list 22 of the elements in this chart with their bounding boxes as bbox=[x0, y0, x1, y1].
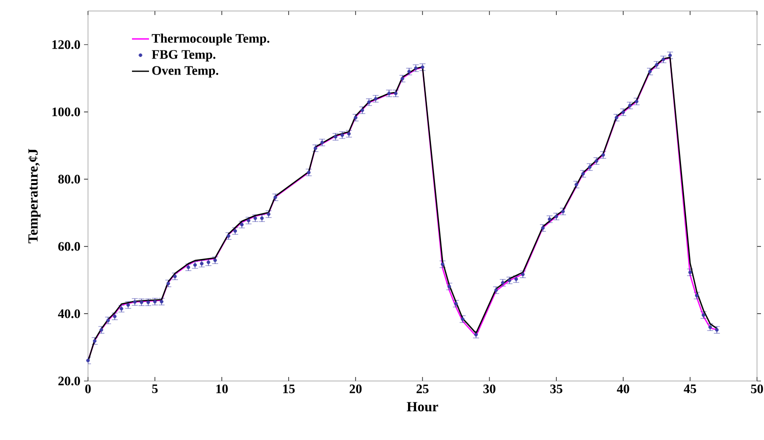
x-tick-label: 20 bbox=[350, 384, 362, 394]
x-tick-label: 25 bbox=[416, 384, 429, 394]
y-axis-title: Temperature,¢J bbox=[28, 148, 41, 244]
x-tick-label: 45 bbox=[684, 384, 696, 394]
y-tick-label: 40.0 bbox=[58, 309, 80, 318]
x-tick-label: 50 bbox=[751, 384, 763, 394]
x-tick-label: 35 bbox=[550, 384, 562, 394]
legend-label: Oven Temp. bbox=[152, 66, 218, 78]
x-tick-label: 0 bbox=[85, 384, 91, 394]
y-tick-label: 100.0 bbox=[52, 108, 80, 116]
x-axis-title: Hour bbox=[406, 402, 438, 412]
y-tick-label: 60.0 bbox=[58, 242, 80, 251]
x-tick-label: 5 bbox=[152, 384, 158, 394]
y-tick-label: 80.0 bbox=[58, 174, 80, 184]
x-tick-label: 40 bbox=[616, 384, 630, 394]
legend-label: FBG Temp. bbox=[152, 50, 216, 62]
y-tick-label: 120.0 bbox=[52, 40, 80, 50]
x-tick-label: 30 bbox=[483, 384, 496, 394]
x-tick-label: 10 bbox=[216, 384, 228, 394]
x-tick-label: 15 bbox=[283, 384, 295, 394]
y-tick-label: 20.0 bbox=[58, 376, 80, 386]
legend-label: Thermocouple Temp. bbox=[152, 34, 270, 46]
